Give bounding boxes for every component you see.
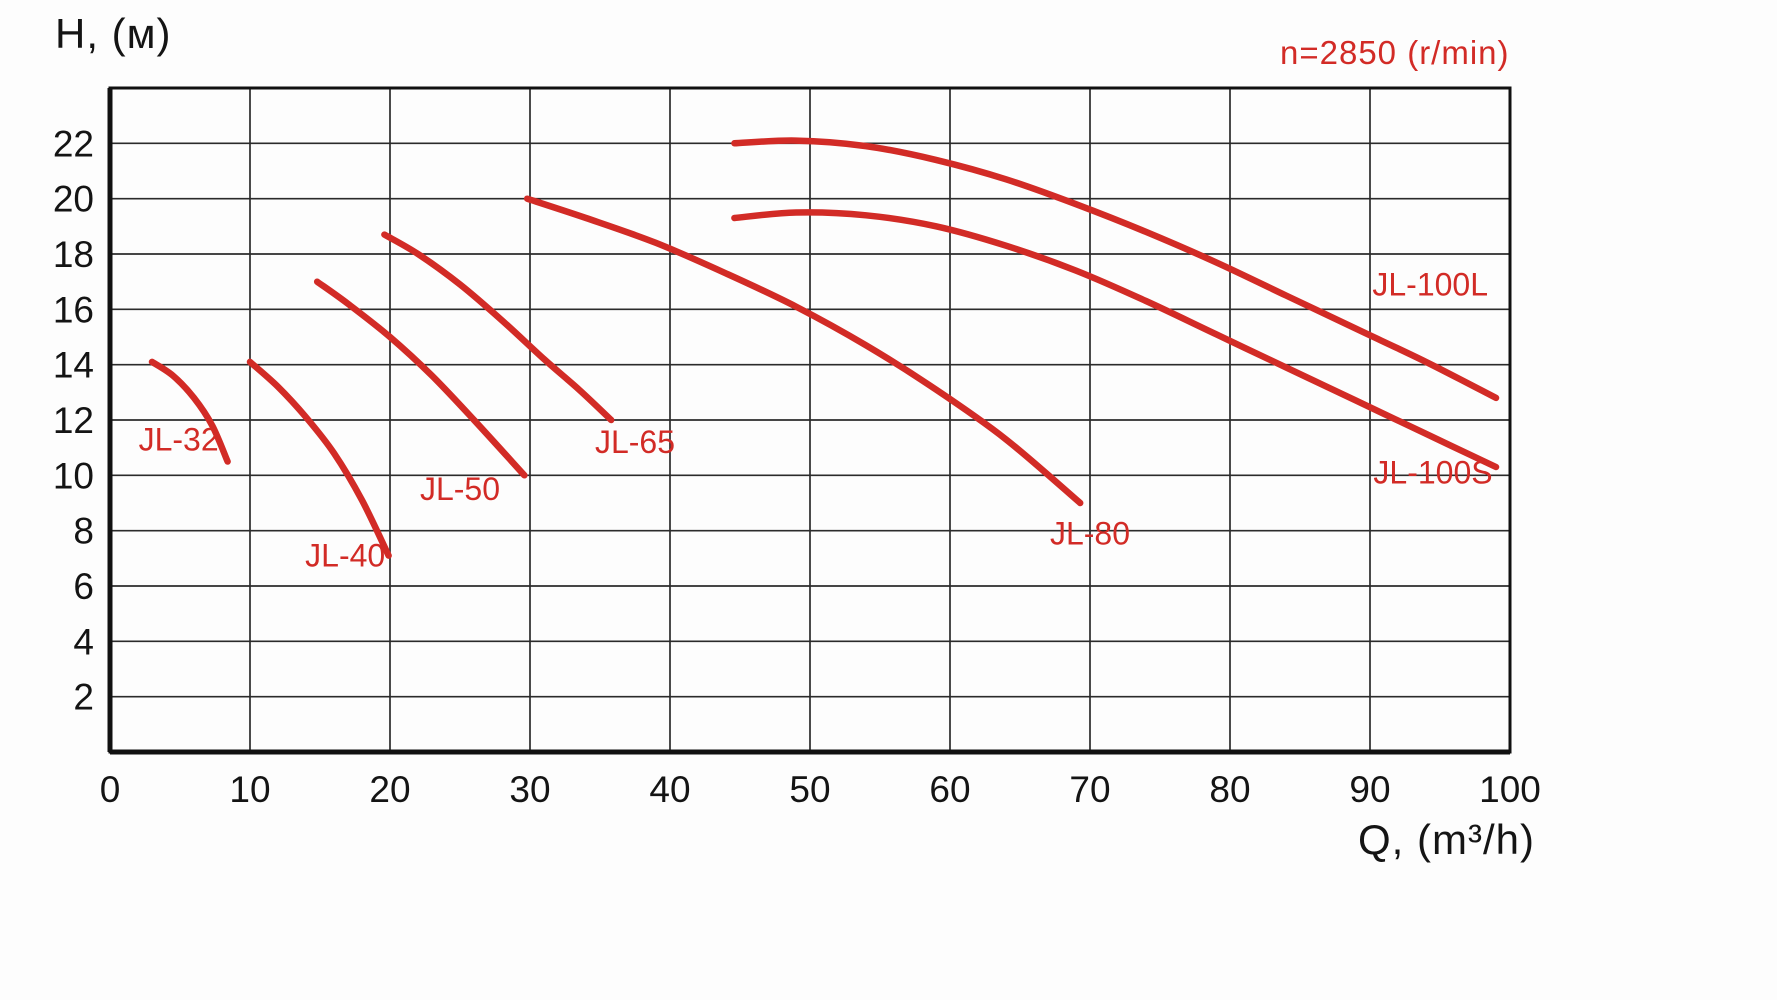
y-tick-label: 4 <box>73 621 94 662</box>
y-tick-label: 18 <box>53 234 94 275</box>
pump-curve-JL-40 <box>246 358 392 559</box>
y-tick-label: 14 <box>53 345 94 386</box>
x-tick-label: 80 <box>1209 769 1250 810</box>
x-tick-label: 0 <box>100 769 121 810</box>
x-tick-label: 30 <box>509 769 550 810</box>
curve-label-JL-40: JL-40 <box>305 538 385 574</box>
x-tick-label: 50 <box>789 769 830 810</box>
curve-label-JL-100S: JL-100S <box>1373 455 1492 491</box>
curve-label-JL-100L: JL-100L <box>1372 266 1488 302</box>
pump-curve-JL-65 <box>381 231 615 424</box>
x-tick-label: 100 <box>1479 769 1541 810</box>
x-tick-label: 10 <box>229 769 270 810</box>
y-tick-label: 8 <box>73 511 94 552</box>
pump-curve-JL-50 <box>313 278 528 479</box>
y-tick-label: 6 <box>73 566 94 607</box>
x-tick-label: 70 <box>1069 769 1110 810</box>
y-axis-title: H, (м) <box>55 10 172 57</box>
curve-label-JL-32: JL-32 <box>139 421 219 457</box>
x-tick-label: 60 <box>929 769 970 810</box>
rpm-note: n=2850 (r/min) <box>1280 34 1510 71</box>
pump-curve-JL-32 <box>148 358 231 465</box>
pump-curve-JL-80 <box>523 195 1084 507</box>
curve-label-JL-65: JL-65 <box>595 424 675 460</box>
curve-label-JL-50: JL-50 <box>420 471 500 507</box>
curve-label-JL-80: JL-80 <box>1050 515 1130 551</box>
y-tick-label: 10 <box>53 455 94 496</box>
x-tick-label: 20 <box>369 769 410 810</box>
y-tick-label: 20 <box>53 179 94 220</box>
pump-curve-JL-100L <box>731 137 1500 402</box>
x-tick-label: 40 <box>649 769 690 810</box>
x-axis-title: Q, (m³/h) <box>1358 816 1535 863</box>
x-tick-label: 90 <box>1349 769 1390 810</box>
pump-curve-JL-100S <box>731 209 1500 471</box>
y-tick-label: 22 <box>53 123 94 164</box>
y-tick-label: 2 <box>73 677 94 718</box>
y-tick-label: 12 <box>53 400 94 441</box>
y-tick-label: 16 <box>53 289 94 330</box>
